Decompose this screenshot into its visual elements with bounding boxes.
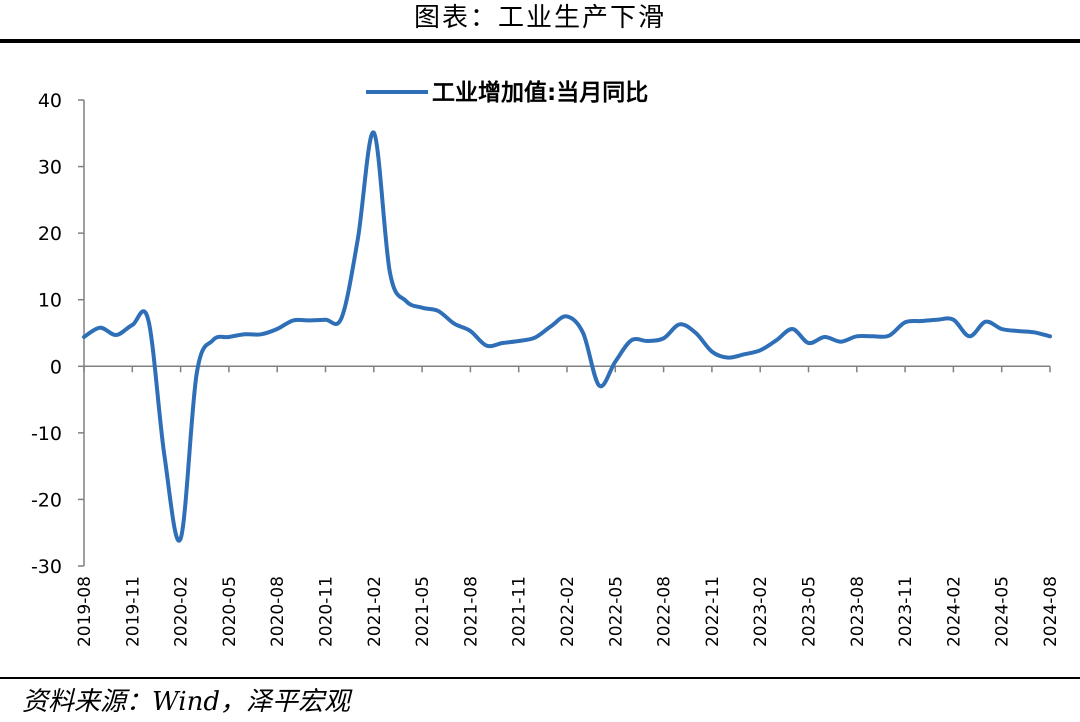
x-tick-label: 2023-11 bbox=[896, 576, 916, 647]
x-tick-label: 2022-05 bbox=[606, 576, 626, 647]
y-tick-label: 0 bbox=[50, 356, 62, 378]
x-tick-label: 2023-05 bbox=[800, 576, 820, 647]
y-tick-label: 30 bbox=[38, 157, 62, 179]
y-tick-label: 20 bbox=[38, 223, 62, 245]
x-tick-label: 2020-02 bbox=[172, 576, 192, 647]
x-tick-label: 2019-11 bbox=[123, 576, 143, 647]
x-tick-label: 2022-08 bbox=[655, 576, 675, 647]
x-tick-label: 2020-11 bbox=[317, 576, 337, 647]
x-tick-label: 2021-02 bbox=[365, 576, 385, 647]
x-tick-label: 2022-11 bbox=[703, 576, 723, 647]
y-tick-label: -30 bbox=[31, 556, 62, 578]
bottom-rule bbox=[0, 677, 1080, 679]
axes bbox=[78, 99, 1051, 567]
top-rule bbox=[0, 39, 1080, 43]
x-tick-label: 2020-05 bbox=[220, 576, 240, 647]
x-tick-label: 2021-08 bbox=[461, 576, 481, 647]
legend-label: 工业增加值:当月同比 bbox=[432, 79, 648, 106]
x-tick-label: 2021-05 bbox=[413, 576, 433, 647]
x-tick-label: 2019-08 bbox=[75, 576, 95, 647]
x-tick-label: 2024-02 bbox=[944, 576, 964, 647]
legend: 工业增加值:当月同比 bbox=[366, 79, 648, 106]
series-line-industrial-value-added-yoy bbox=[82, 130, 1052, 543]
x-tick-label: 2021-11 bbox=[510, 576, 530, 647]
x-tick-label: 2022-02 bbox=[558, 576, 578, 647]
x-tick-label: 2024-05 bbox=[993, 576, 1013, 647]
y-tick-label: -20 bbox=[31, 489, 62, 511]
x-tick-labels: 2019-08 2019-11 2020-02 2020-05 2020-08 2020-… bbox=[75, 576, 1061, 647]
x-tick-label: 2020-08 bbox=[268, 576, 288, 647]
x-tick-label: 2023-02 bbox=[751, 576, 771, 647]
y-tick-labels: 40 30 20 10 0 -10 -20 -30 bbox=[31, 90, 62, 578]
y-tick-label: 10 bbox=[38, 290, 62, 312]
x-tick-label: 2024-08 bbox=[1041, 576, 1061, 647]
y-tick-label: -10 bbox=[31, 423, 62, 445]
x-tick-label: 2023-08 bbox=[848, 576, 868, 647]
y-tick-label: 40 bbox=[38, 90, 62, 112]
figure-title: 图表：工业生产下滑 bbox=[413, 3, 666, 33]
source-note: 资料来源：Wind，泽平宏观 bbox=[22, 687, 350, 717]
